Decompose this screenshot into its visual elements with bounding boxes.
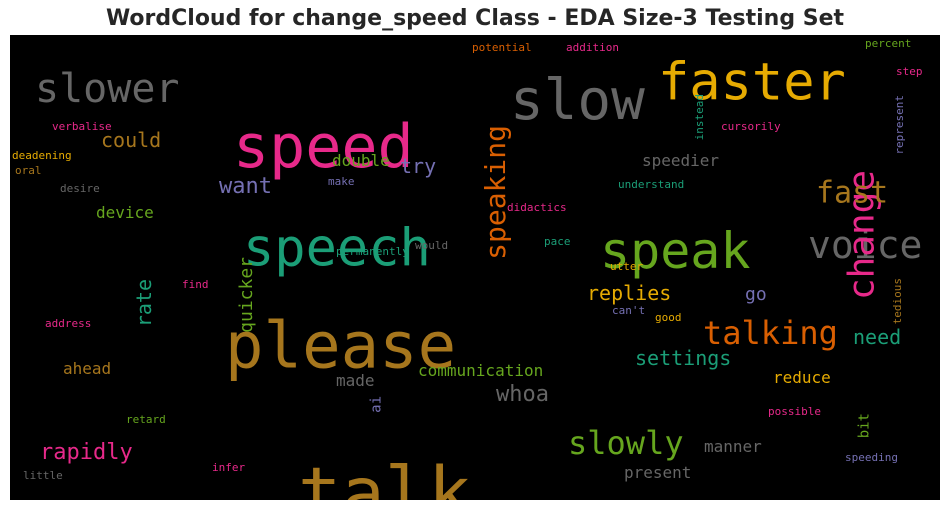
word-possible: possible [768,405,821,418]
word-want: want [219,174,272,199]
word-slower: slower [35,66,180,112]
word-please: please [225,309,456,383]
word-pace: pace [544,235,571,248]
chart-title: WordCloud for change_speed Class - EDA S… [105,6,845,31]
word-speaking: speaking [479,125,512,260]
word-could: could [101,128,161,152]
word-find: find [182,278,209,291]
word-retard: retard [126,413,166,426]
wordcloud-canvas: please talk speed speech slow speak faster voic… [10,35,940,500]
word-need: need [853,325,901,349]
word-replies: replies [587,281,671,305]
word-reduce: reduce [773,368,831,387]
word-fast: fast [816,176,888,211]
word-settings: settings [635,346,731,370]
word-oral: oral [15,164,42,177]
word-cursorily: cursorily [721,120,781,133]
word-make: make [328,175,355,188]
word-device: device [96,203,154,222]
word-voice: voice [808,223,922,267]
word-communication: communication [418,361,543,380]
word-instead: instead [693,94,706,140]
word-slow: slow [510,68,645,133]
word-speech: speech [243,219,431,279]
word-percent: percent [865,37,911,50]
word-bit: bit [857,413,873,438]
word-made: made [336,371,375,390]
word-rapidly: rapidly [40,440,133,465]
word-speeding: speeding [845,451,898,464]
word-speak: speak [600,222,751,280]
word-little: little [23,469,63,482]
word-rate: rate [132,279,156,327]
word-step: step [896,65,923,78]
word-slowly: slowly [568,424,684,462]
word-would: would [415,239,448,252]
word-whoa: whoa [496,382,549,407]
word-quicker: quicker [236,257,257,333]
word-addition: addition [566,41,619,54]
word-infer: infer [212,461,245,474]
word-double: double [332,151,390,170]
word-can-t: can't [612,304,645,317]
word-ai: ai [369,396,385,413]
word-verbalise: verbalise [52,120,112,133]
word-change: change [842,170,883,300]
word-talking: talking [703,314,838,352]
word-deadening: deadening [12,149,72,162]
wordcloud-svg: please talk speed speech slow speak faster voic… [12,37,923,500]
word-manner: manner [704,437,762,456]
word-talk: talk [298,452,471,500]
word-permanently: permanently [336,245,409,258]
word-speed: speed [233,112,414,182]
word-try: try [400,154,436,178]
word-desire: desire [60,182,100,195]
word-represent: represent [893,95,906,155]
word-understand: understand [618,178,684,191]
word-go: go [745,284,767,305]
word-potential: potential [472,41,532,54]
word-faster: faster [658,53,846,113]
word-address: address [45,317,91,330]
word-ahead: ahead [63,359,111,378]
word-speedier: speedier [642,151,719,170]
word-present: present [624,463,691,482]
word-didactics: didactics [507,201,567,214]
word-utter: utter [610,260,643,273]
word-tedious: tedious [891,278,904,324]
word-good: good [655,311,682,324]
